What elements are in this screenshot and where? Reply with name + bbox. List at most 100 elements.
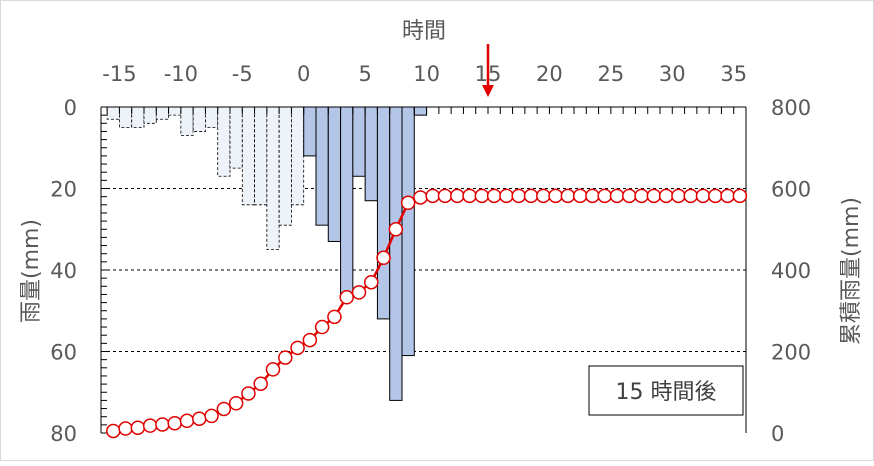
cumulative-point xyxy=(486,188,502,204)
cumulative-point xyxy=(560,188,576,204)
cumulative-point xyxy=(400,195,416,211)
x-tick-label: 0 xyxy=(297,62,310,86)
rain-bar xyxy=(327,106,342,242)
rain-bar xyxy=(413,106,428,116)
x-tick-label: -15 xyxy=(102,62,136,86)
cumulative-point xyxy=(278,350,293,365)
cumulative-point xyxy=(192,411,207,426)
rain-bar xyxy=(401,106,415,357)
cumulative-point xyxy=(241,386,256,401)
rain-bar xyxy=(389,106,403,401)
x-tick-label: 10 xyxy=(413,62,440,86)
cumulative-point xyxy=(474,188,490,204)
marker-arrow-head xyxy=(482,85,494,97)
past-rain-bar xyxy=(254,106,268,206)
cumulative-point xyxy=(314,319,330,335)
past-rain-bars xyxy=(106,106,305,251)
cumulative-point xyxy=(658,188,674,204)
annotation-text: 15 時間後 xyxy=(616,380,717,405)
past-rain-bar xyxy=(229,106,243,169)
x-tick-label: -10 xyxy=(164,62,198,86)
cumulative-point xyxy=(413,190,428,205)
cumulative-point xyxy=(671,188,686,204)
y-right-tick-label: 400 xyxy=(771,259,811,283)
past-rain-bar xyxy=(205,106,219,128)
cumulative-point xyxy=(179,413,195,429)
y-left-tick-label: 0 xyxy=(64,96,77,120)
cumulative-point xyxy=(339,290,354,305)
cumulative-point xyxy=(597,188,612,204)
cumulative-point xyxy=(646,188,662,204)
x-tick-label: -5 xyxy=(232,62,253,86)
past-rain-bar xyxy=(278,106,292,226)
x-axis-title: 時間 xyxy=(402,19,446,44)
past-rain-bar xyxy=(291,106,305,206)
cumulative-point xyxy=(499,188,514,204)
cumulative-point xyxy=(425,188,440,204)
x-tick-label: 20 xyxy=(536,62,563,86)
cumulative-point xyxy=(708,188,723,204)
cumulative-point xyxy=(106,423,121,439)
cumulative-point xyxy=(204,408,219,424)
cumulative-point xyxy=(327,309,342,325)
x-tick-label: 5 xyxy=(358,62,371,86)
x-tick-label: 30 xyxy=(659,62,686,86)
axis-labels: 時間 雨量(mm) 累積雨量(mm) xyxy=(19,19,864,345)
y-right-tick-label: 0 xyxy=(771,422,784,446)
y-right-tick-label: 200 xyxy=(771,341,811,365)
y-left-tick-label: 60 xyxy=(50,341,77,365)
rain-bar xyxy=(315,106,329,226)
cumulative-point xyxy=(364,274,379,290)
cumulative-point xyxy=(450,188,465,204)
cumulative-point xyxy=(437,188,453,204)
past-rain-bar xyxy=(180,106,194,136)
cumulative-line-series xyxy=(106,188,748,439)
x-tick-label: 25 xyxy=(597,62,624,86)
past-rain-bar xyxy=(192,106,206,132)
cumulative-point xyxy=(634,188,649,204)
past-rain-bar xyxy=(168,106,182,116)
cumulative-point xyxy=(167,415,182,431)
cumulative-point xyxy=(548,188,563,204)
cumulative-point xyxy=(216,401,232,417)
past-rain-bar xyxy=(143,106,157,124)
past-rain-bar xyxy=(266,106,280,251)
cumulative-point xyxy=(130,420,146,435)
rain-bars xyxy=(303,106,428,401)
cumulative-point xyxy=(376,250,391,266)
past-rain-bar xyxy=(241,106,255,206)
cumulative-point xyxy=(683,188,698,204)
past-rain-bar xyxy=(106,106,120,120)
cumulative-point xyxy=(302,332,318,348)
y-right-tick-label: 800 xyxy=(771,96,811,120)
gridlines xyxy=(101,188,746,352)
rain-bar xyxy=(352,106,366,177)
time-marker xyxy=(482,44,494,97)
y-right-tick-label: 600 xyxy=(771,178,811,202)
cumulative-point xyxy=(388,222,404,237)
past-rain-bar xyxy=(119,106,133,128)
annotation-group: 15 時間後 xyxy=(588,365,744,416)
rain-bar xyxy=(303,106,317,157)
y-left-tick-label: 80 xyxy=(50,422,77,446)
y-left-tick-label: 20 xyxy=(50,178,77,202)
cumulative-point xyxy=(118,421,133,436)
cumulative-point xyxy=(572,188,588,204)
x-tick-label: 35 xyxy=(720,62,747,86)
y-left-tick-label: 40 xyxy=(50,259,77,283)
y-axis-right-title: 累積雨量(mm) xyxy=(839,197,864,345)
past-rain-bar xyxy=(131,106,145,128)
cumulative-point xyxy=(462,188,477,204)
past-rain-bar xyxy=(155,106,169,120)
cumulative-point xyxy=(253,376,268,391)
rain-bar xyxy=(364,106,378,202)
cumulative-point xyxy=(622,188,637,204)
cumulative-point xyxy=(142,418,158,433)
cumulative-point xyxy=(228,396,244,411)
cumulative-point xyxy=(732,188,748,204)
past-rain-bar xyxy=(217,106,231,177)
annotation-box xyxy=(588,365,744,416)
